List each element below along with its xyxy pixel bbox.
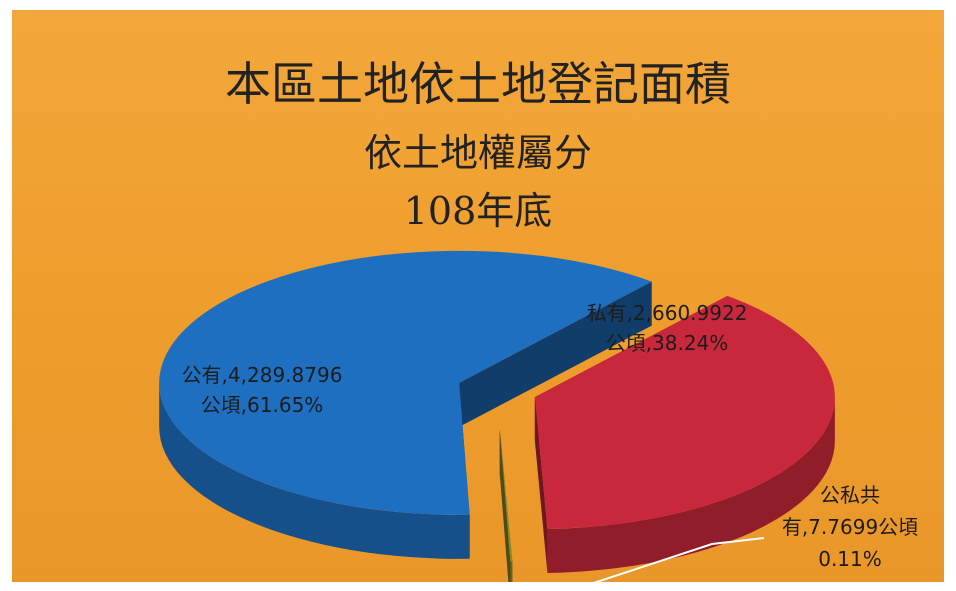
pie-slice-1-label-line-1: 公有,4,289.8796: [182, 363, 343, 387]
pie-slice-2-label-line-1: 私有,2,660.9922: [587, 301, 748, 325]
chart-subtitle-line-1: 依土地權屬分: [363, 131, 592, 175]
pie-slice-3-label-line-2: 有,7.7699公頃: [782, 515, 918, 539]
chart-title: 本區土地依土地登記面積: [225, 57, 731, 111]
pie-slice-3-top: [499, 429, 513, 562]
pie-slice-2-wall: [547, 397, 835, 573]
pie-slice-3-edge-2: [499, 429, 511, 582]
pie-slice-1: [159, 250, 652, 559]
pie-slice-3-leader-line: [593, 537, 765, 582]
pie-slice-2-edge-2: [534, 397, 548, 573]
pie-slice-1-label-line-2: 公頃,61.65%: [201, 393, 324, 417]
pie-slice-3: [499, 429, 513, 582]
pie-slice-3-label: 公私共有,7.7699公頃 0.11%: [782, 483, 918, 571]
pie-slice-2-label-line-2: 公頃,38.24%: [606, 331, 729, 355]
chart-frame: 本區土地依土地登記面積 依土地權屬分 108年底 公有,4,289.8796 公頃…: [12, 10, 944, 582]
pie-slice-3-wall: [510, 561, 513, 582]
pie-slice-1-edge-2: [459, 281, 652, 427]
chart-subtitle-line-2: 108年底: [403, 189, 553, 233]
pie-slice-1-label: 公有,4,289.8796 公頃,61.65%: [182, 363, 343, 417]
pie-slice-2: [534, 295, 835, 573]
pie-slice-3-label-line-1: 公私共: [820, 483, 880, 507]
pie-slice-1-wall: [159, 382, 470, 559]
pie-slice-3-label-line-3: 0.11%: [818, 547, 882, 571]
pie-slice-2-label: 私有,2,660.9922 公頃,38.24%: [587, 301, 748, 355]
pie-chart: 公有,4,289.8796 公頃,61.65% 私有,2,660.9922 公頃,38…: [159, 250, 918, 582]
pie-slice-2-top: [534, 295, 835, 529]
pie-slice-1-top: [159, 250, 652, 515]
